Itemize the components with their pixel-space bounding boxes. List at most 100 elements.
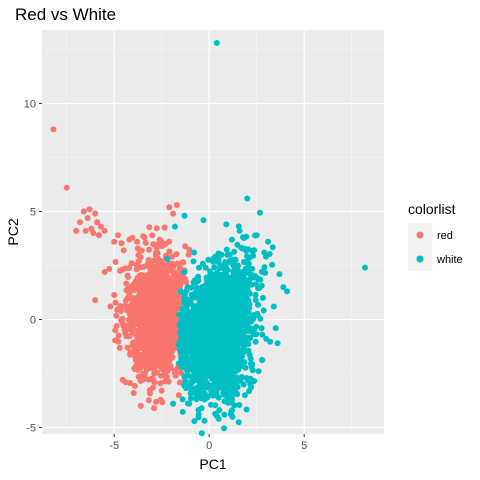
point-white	[181, 358, 188, 365]
point-red	[118, 266, 125, 273]
point-red	[182, 243, 189, 250]
point-red	[101, 269, 108, 275]
point-white	[187, 326, 194, 333]
point-white	[181, 325, 188, 332]
point-red	[132, 301, 139, 308]
point-white	[223, 324, 230, 331]
point-red	[137, 248, 144, 255]
point-red	[50, 126, 57, 133]
point-red	[137, 326, 144, 332]
point-white	[182, 352, 189, 359]
point-white	[229, 325, 236, 332]
point-white	[239, 305, 246, 312]
point-white	[185, 381, 192, 388]
point-white	[226, 379, 233, 386]
point-white	[245, 260, 252, 267]
x-axis-title: PC1	[199, 456, 226, 472]
point-white	[243, 375, 250, 381]
point-white	[234, 323, 241, 330]
point-white	[195, 273, 202, 280]
point-red	[148, 307, 155, 314]
point-red	[122, 330, 129, 337]
point-red	[165, 349, 172, 355]
point-white	[254, 310, 261, 317]
point-red	[154, 304, 161, 311]
point-white	[255, 368, 262, 375]
point-white	[188, 311, 195, 318]
point-white	[204, 307, 211, 314]
point-white	[211, 264, 218, 271]
point-white	[236, 402, 243, 408]
point-red	[146, 246, 153, 253]
point-red	[97, 223, 104, 230]
point-red	[130, 339, 136, 346]
point-red	[140, 279, 146, 286]
point-red	[132, 366, 138, 373]
point-red	[134, 335, 141, 342]
point-white	[219, 304, 226, 311]
point-white	[203, 276, 210, 283]
point-white	[217, 330, 224, 337]
point-white	[177, 288, 184, 295]
point-red	[168, 294, 175, 301]
point-white	[191, 332, 198, 339]
point-red	[111, 238, 118, 245]
x-tick-label: 5	[301, 440, 307, 452]
point-white	[259, 331, 266, 338]
point-white	[193, 345, 200, 352]
point-white	[232, 311, 239, 318]
point-red	[153, 348, 160, 355]
point-white	[255, 301, 261, 308]
point-white	[229, 413, 236, 420]
point-white	[204, 394, 211, 401]
point-white	[184, 341, 191, 348]
point-red	[154, 250, 161, 257]
point-red	[148, 314, 155, 321]
point-red	[177, 281, 184, 287]
point-white	[248, 281, 255, 288]
legend-title: colorlist	[408, 201, 456, 217]
point-white	[236, 227, 243, 234]
point-red	[169, 253, 176, 260]
point-white	[235, 262, 242, 269]
point-white	[226, 251, 233, 258]
point-white	[223, 357, 230, 363]
point-white	[198, 405, 205, 412]
point-red	[146, 333, 153, 339]
point-red	[170, 279, 177, 286]
point-white	[179, 316, 186, 323]
point-red	[134, 349, 141, 356]
y-tick-label: -5	[26, 423, 36, 435]
point-red	[154, 337, 161, 344]
point-red	[92, 210, 99, 217]
point-red	[172, 370, 178, 377]
point-red	[162, 302, 169, 309]
point-red	[118, 240, 125, 247]
point-white	[201, 336, 208, 343]
point-red	[154, 258, 161, 265]
point-white	[179, 305, 186, 312]
point-red	[126, 303, 133, 310]
point-white	[181, 212, 188, 219]
point-white	[240, 381, 247, 388]
point-red	[137, 363, 143, 370]
point-red	[151, 288, 158, 295]
point-white	[259, 357, 266, 363]
point-red	[169, 354, 176, 361]
point-white	[223, 383, 230, 390]
point-white	[179, 408, 186, 415]
point-white	[238, 374, 245, 380]
point-red	[168, 299, 175, 306]
x-tick-label: 0	[206, 440, 212, 452]
point-red	[141, 336, 148, 343]
point-white	[207, 294, 214, 301]
point-white	[269, 261, 276, 268]
point-white	[238, 278, 245, 285]
point-white	[240, 234, 246, 241]
point-red	[166, 262, 173, 269]
point-white	[217, 262, 224, 269]
point-white	[221, 280, 227, 287]
point-white	[221, 425, 227, 432]
point-white	[176, 338, 183, 345]
point-white	[214, 343, 221, 349]
